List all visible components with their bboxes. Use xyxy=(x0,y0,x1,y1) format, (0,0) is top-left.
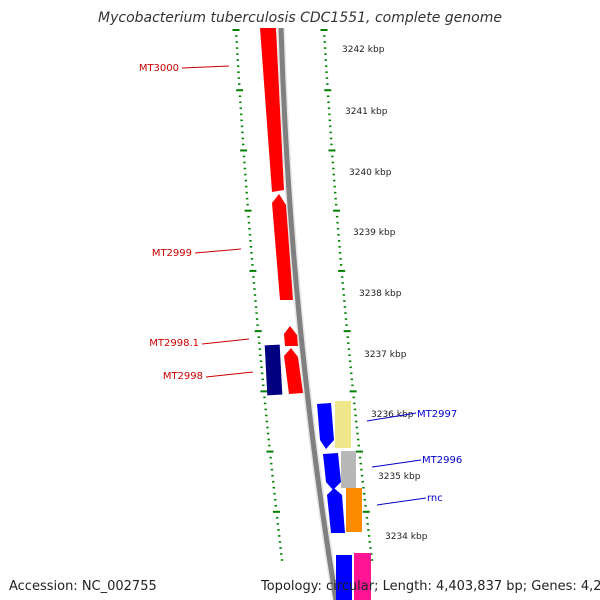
mt2997-leader xyxy=(366,412,417,422)
mt2999-leader xyxy=(194,248,242,254)
gene-mt2997-partner[interactable] xyxy=(335,401,351,448)
gene-mt2996-partner[interactable] xyxy=(341,451,356,488)
kbp-label: 3236 kbp xyxy=(371,410,414,420)
gene-mt2999-feature[interactable] xyxy=(272,194,293,300)
gene-label-mt3000[interactable]: MT3000 xyxy=(139,63,179,74)
gene-bottom-blue-feature[interactable] xyxy=(336,555,352,600)
kbp-label: 3235 kbp xyxy=(378,472,421,482)
gene-rnc-partner[interactable] xyxy=(346,488,362,532)
gene-mt2996-feature[interactable] xyxy=(323,453,341,490)
mt2998-leader xyxy=(205,371,254,378)
kbp-label: 3234 kbp xyxy=(385,532,428,542)
gene-mt2998-feature[interactable] xyxy=(284,348,303,394)
rnc-leader xyxy=(376,497,427,506)
gene-navy-feature[interactable] xyxy=(264,344,283,396)
gene-label-mt2998[interactable]: MT2998 xyxy=(163,371,203,382)
kbp-label: 3238 kbp xyxy=(359,289,402,299)
gene-label-mt2997[interactable]: MT2997 xyxy=(417,409,457,420)
kbp-label: 3239 kbp xyxy=(353,228,396,238)
gene-label-rnc[interactable]: rnc xyxy=(427,493,443,504)
mt2996-leader xyxy=(371,459,422,468)
accession-text: Accession: NC_002755 xyxy=(9,579,157,594)
mt2998-1-leader xyxy=(201,338,250,345)
kbp-label: 3240 kbp xyxy=(349,168,392,178)
gene-rnc-feature[interactable] xyxy=(327,488,345,533)
map-title: Mycobacterium tuberculosis CDC1551, comp… xyxy=(98,10,502,26)
genome-backbone xyxy=(277,27,340,600)
genome-backbone-core xyxy=(278,27,339,600)
gene-label-mt2998-1[interactable]: MT2998.1 xyxy=(149,338,199,349)
gene-mt3000-feature[interactable] xyxy=(260,28,284,192)
kbp-label: 3241 kbp xyxy=(345,107,388,117)
gene-mt2998-1-feature[interactable] xyxy=(284,326,298,346)
kbp-label: 3242 kbp xyxy=(342,45,385,55)
summary-text: Topology: circular; Length: 4,403,837 bp… xyxy=(261,579,600,594)
gene-mt2997-feature[interactable] xyxy=(317,403,334,449)
outer-ring-ticks xyxy=(232,29,284,561)
position-labels: 3242 kbp 3241 kbp 3240 kbp 3239 kbp 3238 kbp… xyxy=(342,45,428,542)
gene-label-mt2999[interactable]: MT2999 xyxy=(152,248,192,259)
mt3000-leader xyxy=(181,65,230,69)
gene-bottom-pink-feature[interactable] xyxy=(354,553,371,600)
kbp-label: 3237 kbp xyxy=(364,350,407,360)
gene-label-mt2996[interactable]: MT2996 xyxy=(422,455,462,466)
